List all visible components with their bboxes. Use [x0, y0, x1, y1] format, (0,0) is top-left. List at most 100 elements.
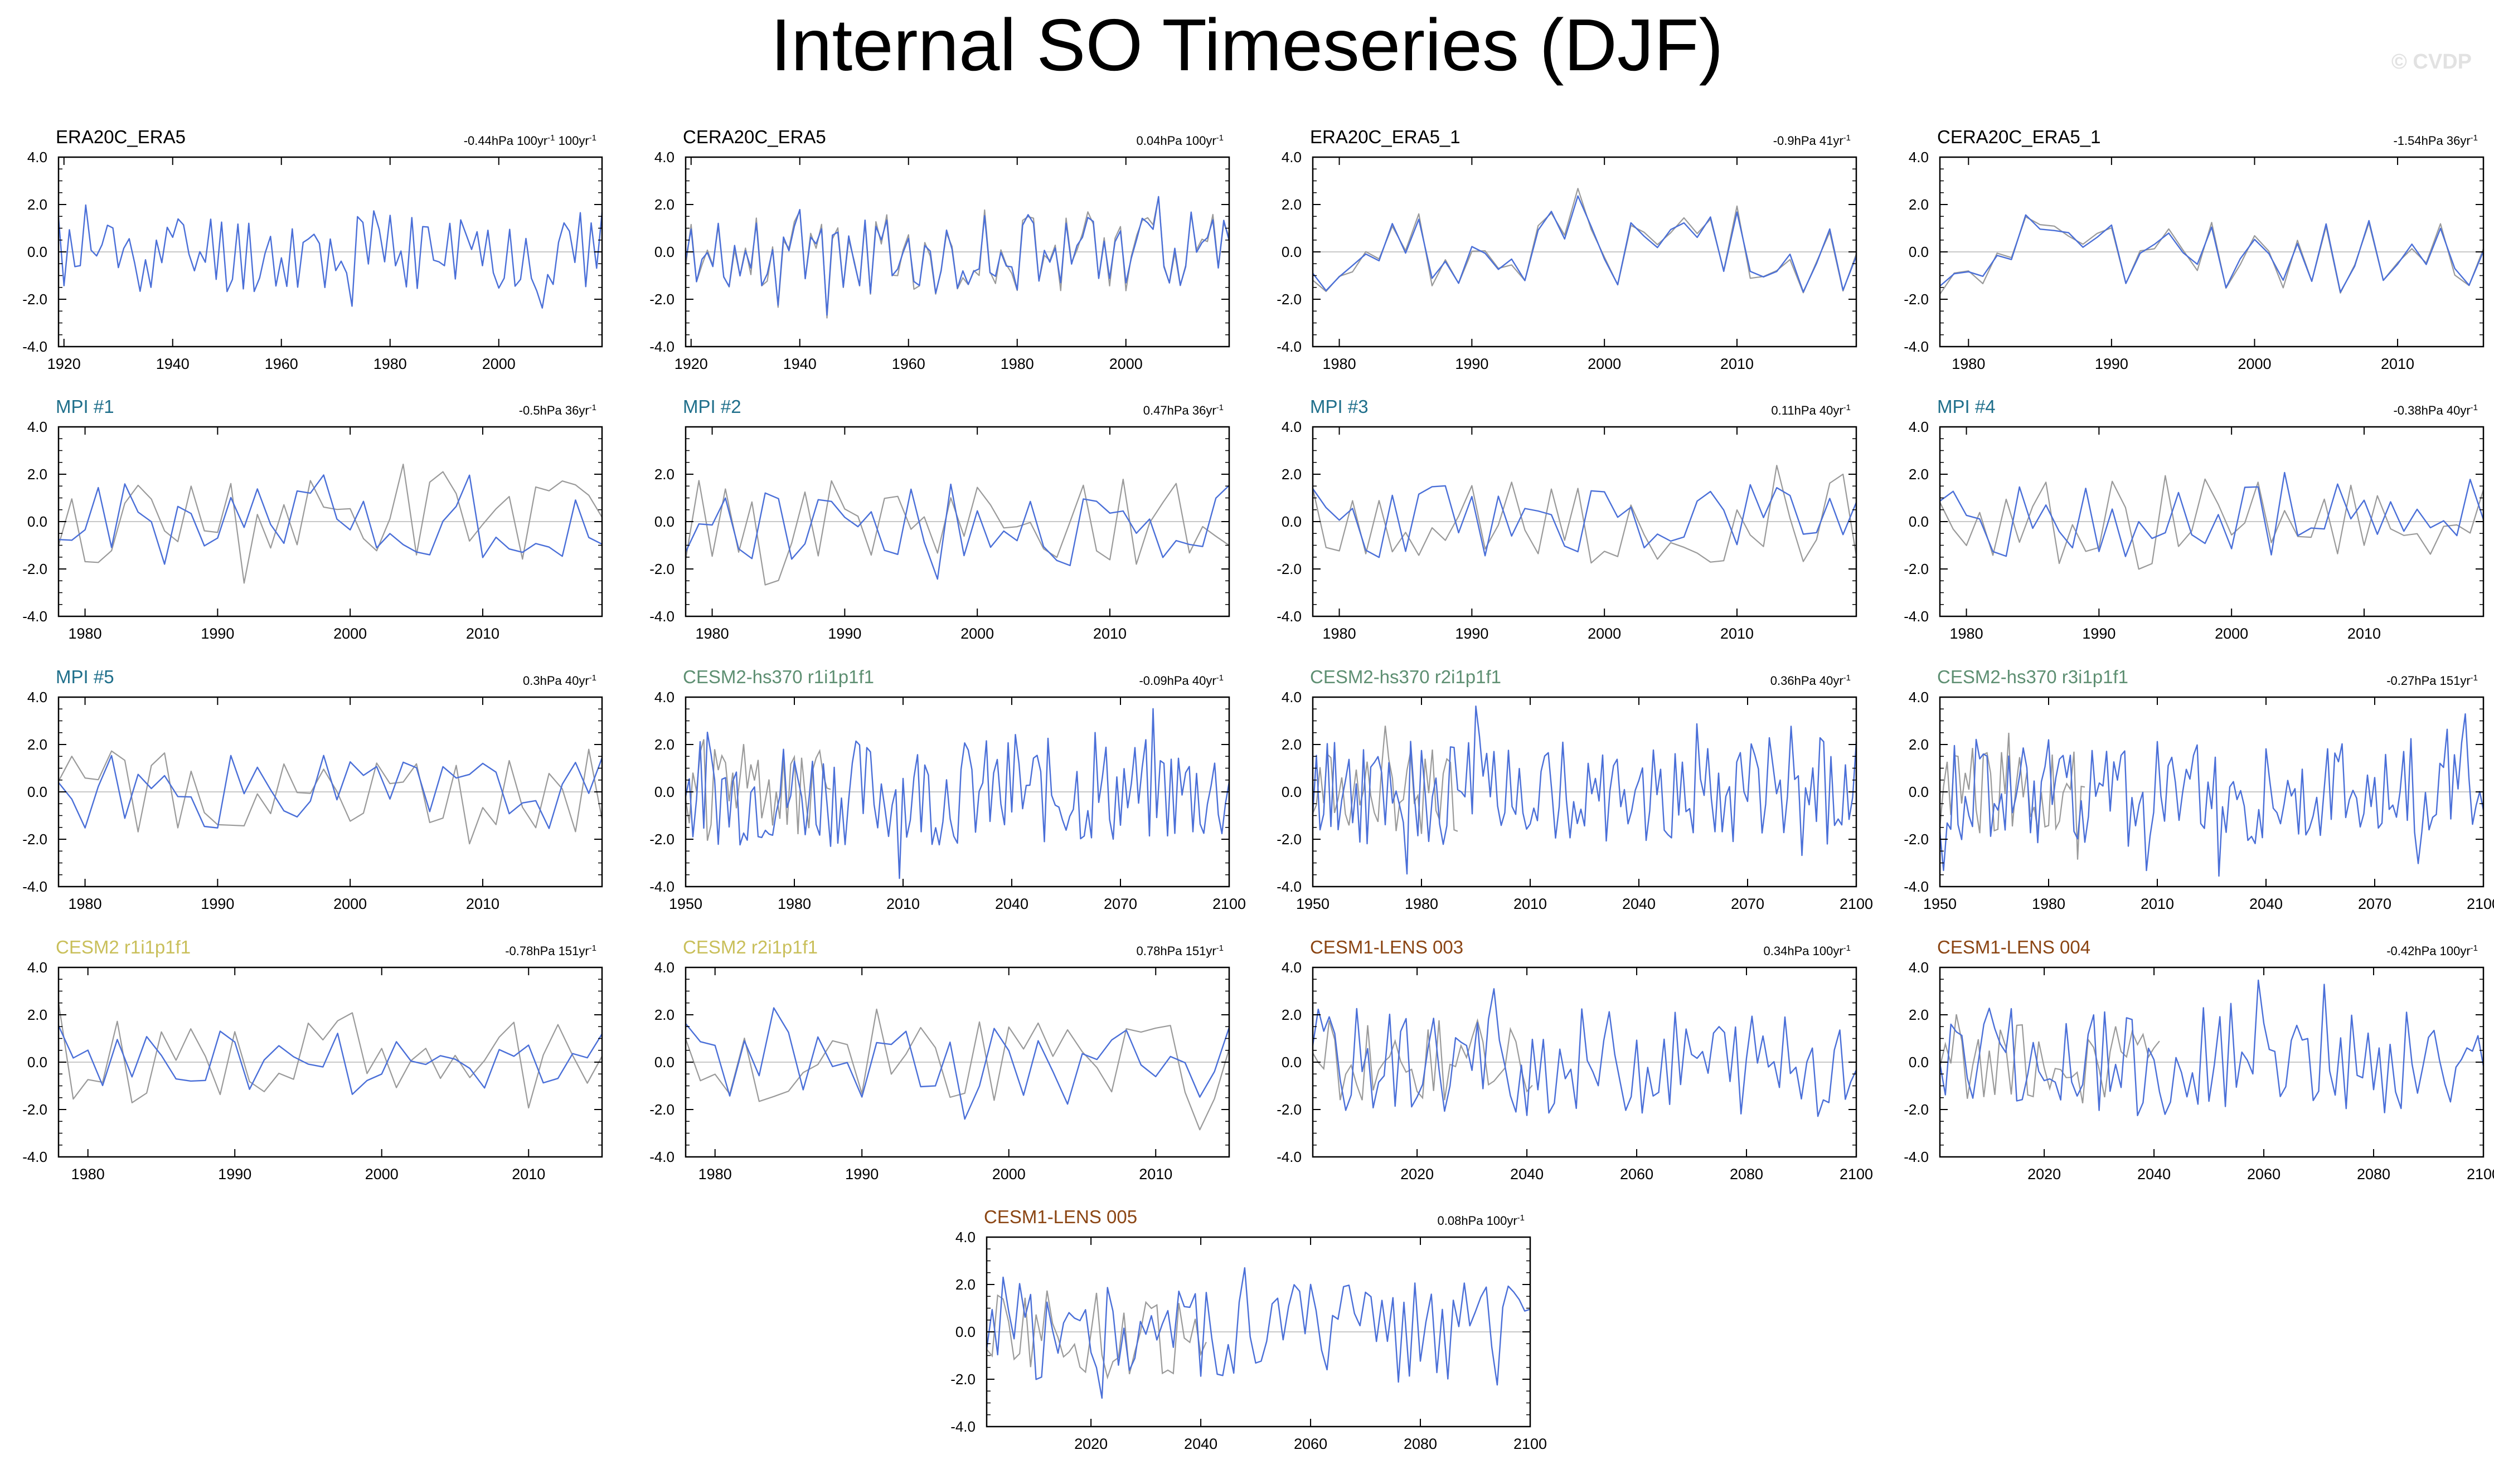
panel-title: MPI #5: [56, 666, 114, 687]
chart-panel: CERA20C_ERA5 0.04hPa 100yr-1 4.0 2.0 0.0 -2.0…: [649, 126, 1230, 372]
chart-panel: CESM2-hs370 r2i1p1f1 0.36hPa 40yr-1 4.0 2.0…: [1277, 666, 1873, 912]
panel-trend: 0.11hPa 40yr-1: [1771, 403, 1851, 418]
panel-title: MPI #2: [683, 396, 741, 417]
chart-panel: CESM1-LENS 005 0.08hPa 100yr-1 4.0 2.0 0.0 -2…: [950, 1206, 1547, 1452]
chart-panel: MPI #1 -0.5hPa 36yr-1 4.0 2.0 0.0 -2.0 -4.0 198…: [22, 396, 603, 642]
y-tick-label: 0.0: [955, 1324, 976, 1340]
y-tick-label: -2.0: [649, 831, 675, 848]
y-tick-label: 4.0: [1909, 149, 1929, 166]
x-tick-label: 1980: [698, 1166, 732, 1183]
chart-panel: CESM2-hs370 r1i1p1f1 -0.09hPa 40yr-1 4.0 2.…: [649, 666, 1246, 912]
x-tick-label: 1980: [1950, 625, 1983, 642]
x-tick-label: 2000: [1109, 356, 1143, 372]
y-tick-label: 2.0: [654, 736, 675, 753]
panel-trend: -1.54hPa 36yr-1: [2393, 133, 2478, 148]
x-tick-label: 1990: [845, 1166, 879, 1183]
x-tick-label: 1960: [892, 356, 925, 372]
x-tick-label: 2010: [1139, 1166, 1172, 1183]
panel-title: CERA20C_ERA5: [683, 126, 826, 147]
x-tick-label: 2080: [1404, 1436, 1437, 1452]
x-tick-label: 2010: [466, 896, 499, 912]
x-tick-label: 1940: [156, 356, 190, 372]
panel-title: CESM1-LENS 005: [984, 1206, 1137, 1227]
series-line-obs-ref: [57, 463, 603, 584]
y-tick-label: -2.0: [1904, 291, 1929, 308]
x-tick-label: 2080: [1730, 1166, 1763, 1183]
panel-title: ERA20C_ERA5: [56, 126, 186, 147]
series-line-model: [1939, 979, 2485, 1117]
x-tick-label: 2040: [995, 896, 1028, 912]
x-tick-label: 2000: [365, 1166, 399, 1183]
panel-title: CESM2 r1i1p1f1: [56, 937, 191, 957]
y-tick-label: 2.0: [1909, 196, 1929, 213]
y-tick-label: -4.0: [22, 1149, 47, 1165]
y-tick-label: -2.0: [1277, 561, 1302, 577]
y-tick-label: 4.0: [1909, 959, 1929, 976]
panel-title: CERA20C_ERA5_1: [1937, 126, 2101, 147]
y-tick-label: 0.0: [654, 1054, 675, 1071]
y-tick-label: -2.0: [22, 291, 47, 308]
x-tick-label: 1960: [265, 356, 298, 372]
x-tick-label: 2010: [1093, 625, 1127, 642]
panel-trend: 0.36hPa 40yr-1: [1770, 673, 1851, 688]
x-tick-label: 1990: [1455, 356, 1488, 372]
x-tick-label: 1980: [69, 625, 102, 642]
chart-panel: CESM2 r2i1p1f1 0.78hPa 151yr-1 4.0 2.0 0.0 -2…: [649, 937, 1230, 1183]
series-line-obs-ref: [1939, 1014, 2160, 1103]
x-tick-label: 2000: [1588, 625, 1621, 642]
y-tick-label: 4.0: [27, 149, 47, 166]
y-tick-label: 4.0: [27, 419, 47, 435]
y-tick-label: 2.0: [1282, 736, 1302, 753]
y-tick-label: -4.0: [649, 608, 675, 625]
y-tick-label: 4.0: [27, 959, 47, 976]
panel-title: ERA20C_ERA5_1: [1310, 126, 1461, 147]
y-tick-label: 4.0: [1282, 959, 1302, 976]
x-tick-label: 1950: [669, 896, 702, 912]
x-tick-label: 1920: [47, 356, 81, 372]
x-tick-label: 2040: [1622, 896, 1656, 912]
x-tick-label: 2000: [992, 1166, 1026, 1183]
y-tick-label: 0.0: [654, 784, 675, 800]
y-tick-label: -2.0: [1277, 831, 1302, 848]
x-tick-label: 1940: [783, 356, 817, 372]
x-tick-label: 2000: [333, 896, 367, 912]
panel-trend: 0.78hPa 151yr-1: [1137, 943, 1224, 958]
y-tick-label: -4.0: [22, 608, 47, 625]
x-tick-label: 2060: [1620, 1166, 1653, 1183]
panel-trend: -0.42hPa 100yr-1: [2386, 943, 2478, 958]
y-tick-label: 4.0: [955, 1229, 976, 1245]
y-tick-label: 2.0: [1909, 1006, 1929, 1023]
series-line-obs-ref: [1312, 465, 1857, 564]
y-tick-label: 2.0: [1909, 466, 1929, 483]
panel-trend: 0.04hPa 100yr-1: [1137, 133, 1224, 148]
series-line-obs: [57, 204, 603, 309]
series-line-obs-ref: [1939, 475, 2485, 570]
series-line-model: [1939, 713, 2485, 877]
x-tick-label: 2000: [333, 625, 367, 642]
panel-title: CESM2-hs370 r2i1p1f1: [1310, 666, 1501, 687]
x-tick-label: 2060: [2247, 1166, 2280, 1183]
y-tick-label: -2.0: [649, 291, 675, 308]
y-tick-label: -2.0: [22, 1101, 47, 1118]
y-tick-label: 4.0: [654, 149, 675, 166]
y-tick-label: 0.0: [27, 513, 47, 530]
x-tick-label: 1980: [1323, 356, 1356, 372]
y-tick-label: 4.0: [1282, 689, 1302, 705]
y-tick-label: 4.0: [654, 689, 675, 705]
panel-trend: 0.47hPa 36yr-1: [1143, 403, 1224, 418]
y-tick-label: 0.0: [27, 244, 47, 260]
chart-panel: MPI #4 -0.38hPa 40yr-1 4.0 2.0 0.0 -2.0 -4.0 19…: [1904, 396, 2485, 642]
y-tick-label: -4.0: [1277, 338, 1302, 355]
x-tick-label: 1980: [1001, 356, 1034, 372]
y-tick-label: -2.0: [22, 561, 47, 577]
x-tick-label: 2070: [2358, 896, 2391, 912]
x-tick-label: 2010: [1513, 896, 1547, 912]
y-tick-label: 0.0: [1282, 244, 1302, 260]
y-tick-label: -4.0: [1277, 608, 1302, 625]
y-tick-label: -2.0: [1904, 561, 1929, 577]
y-tick-label: 2.0: [654, 1006, 675, 1023]
series-line-obs: [685, 196, 1230, 316]
x-tick-label: 2000: [1588, 356, 1621, 372]
panel-trend: -0.38hPa 40yr-1: [2393, 403, 2478, 418]
y-tick-label: 0.0: [1909, 784, 1929, 800]
